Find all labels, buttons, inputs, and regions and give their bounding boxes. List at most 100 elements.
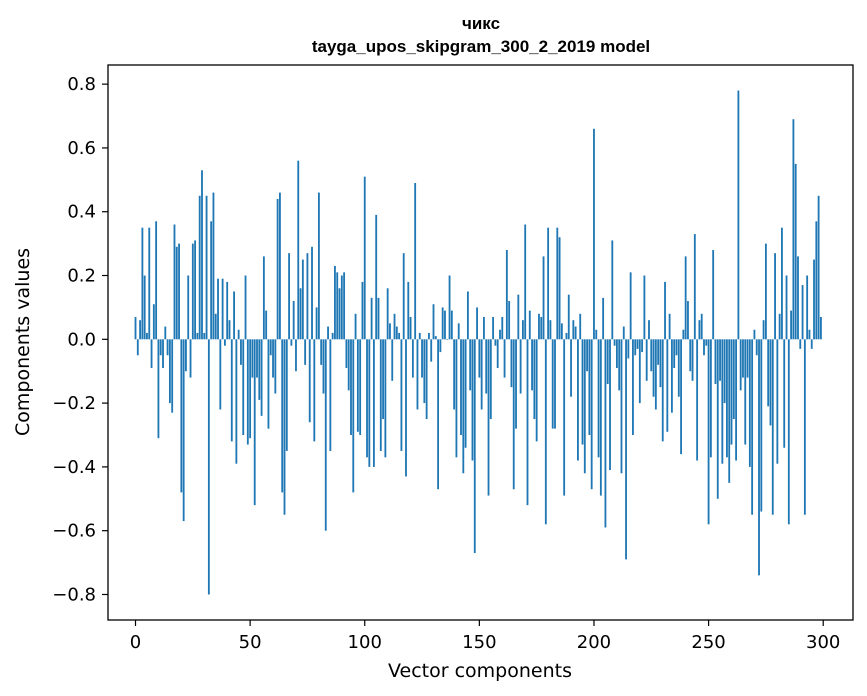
x-tick-label: 200 (577, 632, 611, 653)
bar (421, 339, 423, 378)
x-tick-label: 250 (691, 632, 725, 653)
y-tick-label: 0.4 (67, 202, 96, 223)
bar (544, 339, 547, 525)
bar (723, 339, 726, 404)
bar (611, 240, 614, 340)
bar (134, 316, 137, 340)
x-tick-label: 150 (462, 632, 496, 653)
bar (528, 310, 531, 340)
bar (512, 339, 515, 490)
bar (173, 224, 176, 340)
y-tick-label: −0.2 (52, 393, 96, 414)
bar (249, 339, 252, 439)
bar (721, 339, 724, 464)
bar (659, 339, 662, 388)
bar (719, 339, 721, 381)
bar (311, 246, 313, 340)
bar (726, 339, 728, 458)
bar (356, 339, 359, 432)
bar (223, 339, 226, 346)
bar (368, 339, 371, 467)
bar (379, 339, 382, 451)
bar (253, 339, 256, 506)
bar (180, 339, 183, 493)
bar (265, 310, 268, 340)
bar (787, 339, 790, 525)
bar (207, 339, 210, 595)
bar (336, 272, 339, 340)
bar (141, 227, 144, 340)
bar (716, 339, 719, 499)
bar (794, 163, 797, 340)
bar (771, 339, 774, 515)
bar (675, 339, 678, 356)
bar (295, 339, 297, 372)
bar (162, 339, 164, 369)
bar (739, 339, 742, 391)
bar (471, 339, 474, 461)
bar (464, 339, 467, 448)
bar (334, 265, 336, 340)
bar (666, 339, 669, 432)
bar (370, 297, 373, 340)
bar (469, 339, 472, 391)
y-tick-label: 0.6 (67, 138, 96, 159)
bar (453, 339, 456, 410)
bar (425, 339, 428, 420)
bar (499, 329, 501, 340)
bar (423, 339, 426, 404)
bar (240, 339, 242, 365)
bar (462, 339, 465, 474)
bar (446, 339, 449, 340)
bar (329, 339, 332, 451)
bar (350, 339, 352, 435)
bar (774, 253, 776, 340)
bar (150, 339, 153, 369)
bar (386, 288, 389, 340)
bar (434, 336, 437, 340)
bar (214, 313, 217, 340)
bar (732, 339, 735, 420)
bar (347, 339, 350, 391)
bar (317, 192, 320, 340)
bar (377, 297, 380, 340)
bar (194, 240, 197, 340)
bar (602, 297, 605, 340)
bar (769, 339, 772, 426)
bar (352, 339, 355, 493)
bar (593, 128, 595, 340)
bar (501, 316, 504, 340)
bar (327, 326, 329, 340)
bar (785, 275, 788, 340)
bar (430, 339, 433, 362)
bar (654, 339, 657, 410)
bar (391, 339, 394, 381)
bar (599, 339, 602, 496)
bar (813, 259, 815, 340)
bar (517, 294, 520, 340)
bar (297, 160, 300, 340)
bar (320, 339, 323, 365)
bar (650, 339, 653, 372)
bar (797, 256, 799, 340)
bar (441, 307, 444, 340)
bar (751, 339, 754, 515)
bar (414, 183, 417, 340)
bar (735, 339, 738, 461)
bar (483, 316, 485, 340)
bar (258, 339, 261, 400)
bar (698, 320, 701, 340)
bar (554, 339, 556, 429)
bar (696, 339, 699, 461)
bar (606, 339, 609, 384)
bar (251, 339, 254, 378)
bar (588, 339, 591, 435)
bar (418, 332, 421, 340)
bar (714, 339, 717, 384)
bar (803, 339, 806, 515)
bar (709, 339, 712, 458)
bar (175, 246, 178, 340)
bar (693, 234, 696, 340)
bar (478, 339, 481, 378)
bar (815, 221, 818, 340)
